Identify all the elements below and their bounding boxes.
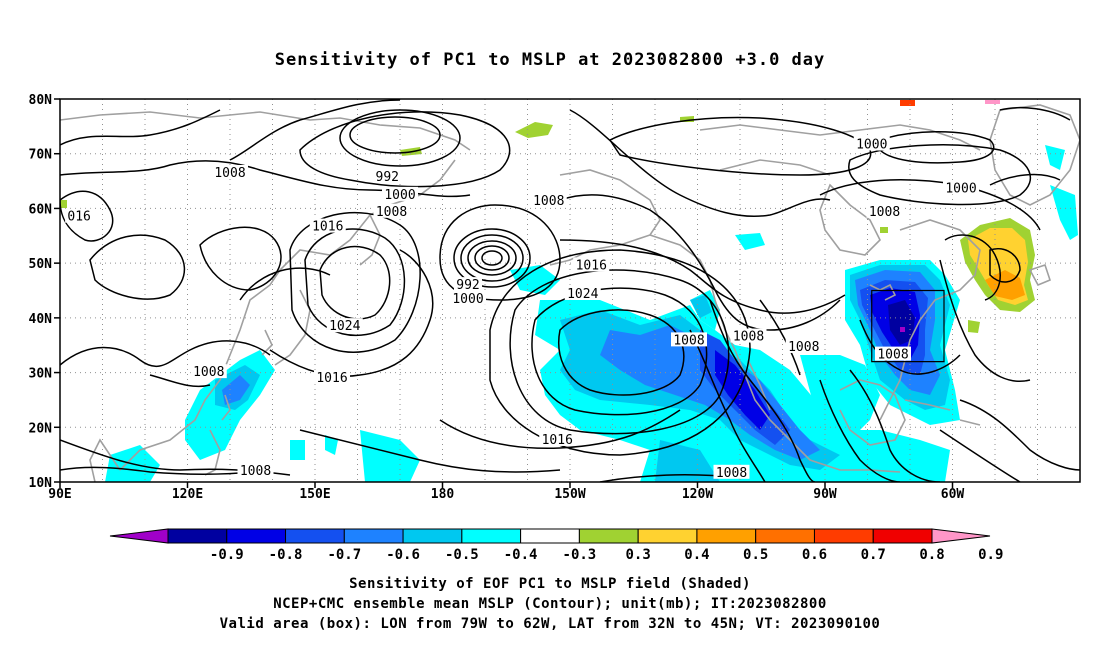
lat-label: 80N <box>29 93 53 108</box>
colorbar-label: -0.7 <box>327 547 361 563</box>
colorbar-swatch <box>461 528 522 544</box>
contour-label: 016 <box>67 210 90 225</box>
contour-label: 1024 <box>329 319 360 334</box>
mslp-contours <box>60 99 1080 482</box>
lon-label: 90W <box>813 487 837 502</box>
contour-label: 1008 <box>240 464 271 479</box>
lon-label: 150W <box>554 487 585 502</box>
colorbar-label: -0.6 <box>386 547 420 563</box>
colorbar-label: 0.5 <box>743 547 768 563</box>
colorbar-swatch <box>285 528 345 544</box>
contour-label: 1008 <box>733 330 764 345</box>
lon-label: 60W <box>941 487 965 502</box>
lat-label: 50N <box>29 257 53 272</box>
valid-area-box <box>871 289 945 363</box>
captions: Sensitivity of EOF PC1 to MSLP field (Sh… <box>0 574 1100 634</box>
lon-label: 180 <box>431 487 455 502</box>
lat-label: 30N <box>29 367 53 382</box>
contour-label: 992 <box>376 170 399 185</box>
caption-line-2: NCEP+CMC ensemble mean MSLP (Contour); u… <box>273 596 827 612</box>
colorbar-swatch <box>402 528 463 544</box>
colorbar-label: 0.4 <box>684 547 709 563</box>
contour-label: 1008 <box>533 194 564 209</box>
lon-label: 120E <box>172 487 203 502</box>
lat-label: 70N <box>29 148 53 163</box>
colorbar-max-arrow <box>931 528 991 544</box>
contour-labels: 1008 992100010081016016992100010161024100… <box>65 136 979 481</box>
colorbar-swatch <box>872 528 933 544</box>
colorbar-label: 0.6 <box>802 547 827 563</box>
colorbar-label: 0.7 <box>861 547 886 563</box>
colorbar-swatch <box>755 528 815 544</box>
lat-lon-grid <box>60 99 1080 482</box>
lat-label: 20N <box>29 421 53 436</box>
contour-label: 1024 <box>567 287 598 302</box>
contour-label: 1008 <box>869 205 900 220</box>
colorbar-swatch <box>696 528 757 544</box>
contour-label: 1008 <box>214 166 245 181</box>
colorbar-label: -0.9 <box>210 547 244 563</box>
contour-label: 1008 <box>376 205 407 220</box>
sensitivity-shading <box>60 100 1078 482</box>
contour-label: 1000 <box>945 181 976 196</box>
colorbar-label: -0.4 <box>504 547 538 563</box>
colorbar-label: 0.3 <box>626 547 651 563</box>
colorbar-label: -0.5 <box>445 547 479 563</box>
colorbar-label: -0.8 <box>269 547 303 563</box>
colorbar-swatch <box>343 528 404 544</box>
lon-label: 120W <box>682 487 713 502</box>
colorbar-swatch <box>578 528 639 544</box>
colorbar-swatch <box>226 528 287 544</box>
lat-label: 40N <box>29 312 53 327</box>
colorbar-min-arrow <box>109 528 169 544</box>
contour-label: 1008 <box>716 466 747 481</box>
contour-label: 1016 <box>316 371 347 386</box>
contour-label: 1008 <box>193 365 224 380</box>
contour-label: 1000 <box>384 188 415 203</box>
map-title: Sensitivity of PC1 to MSLP at 2023082800… <box>274 50 826 70</box>
caption-line-1: Sensitivity of EOF PC1 to MSLP field (Sh… <box>349 576 751 592</box>
colorbar-swatch <box>520 528 580 544</box>
contour-label: 1000 <box>452 292 483 307</box>
contour-label: 1008 <box>788 340 819 355</box>
contour-label: 1008 <box>673 333 704 348</box>
colorbar-swatch <box>637 528 698 544</box>
lat-label: 10N <box>29 476 53 491</box>
contour-label: 992 <box>456 278 479 293</box>
contour-label: 1016 <box>576 258 607 273</box>
contour-label: 1000 <box>856 138 887 153</box>
lat-label: 60N <box>29 202 53 217</box>
contour-label: 1016 <box>312 220 343 235</box>
contour-label: 1016 <box>542 433 573 448</box>
colorbar-label: 0.8 <box>919 547 944 563</box>
contour-label: 1008 <box>877 348 908 363</box>
colorbar: -0.9 -0.8 -0.7 -0.6 -0.5 -0.4 -0.3 0.3 0.4 0.5 0.6… <box>109 528 1003 563</box>
lon-label: 90E <box>48 487 71 502</box>
lon-label: 150E <box>299 487 330 502</box>
colorbar-swatch <box>813 528 874 544</box>
caption-line-3: Valid area (box): LON from 79W to 62W, L… <box>219 616 881 632</box>
colorbar-label: -0.3 <box>563 547 597 563</box>
colorbar-label: 0.9 <box>978 547 1003 563</box>
colorbar-swatch <box>167 528 228 544</box>
